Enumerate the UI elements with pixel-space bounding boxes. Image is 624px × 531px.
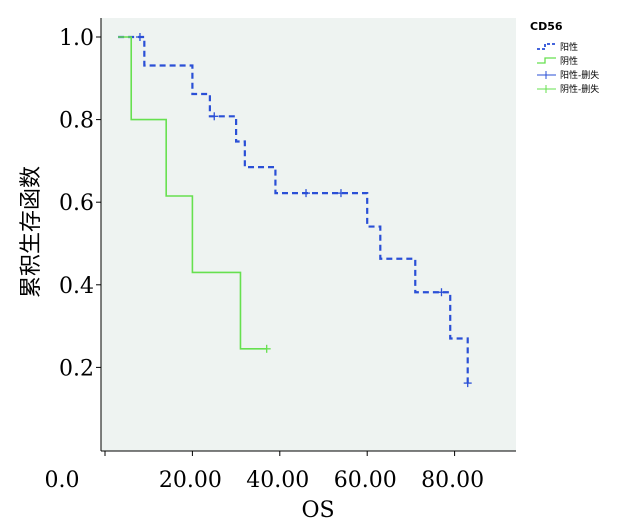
x-axis-title: OS [301,498,334,523]
censor-mark [135,33,144,41]
y-tick-label: 0.2 [59,356,94,381]
legend-entry: 阳性 [537,41,578,53]
legend-title: CD56 [530,20,563,33]
y-tick-label: 0.8 [59,109,94,134]
x-tick-label: 80.00 [421,468,484,493]
series-layer [118,33,472,388]
censor-mark [262,344,271,353]
censor-mark [437,288,446,297]
tick-layer: 0.2 0.4 0.6 0.8 1.0 0.0 20.00 40.00 60.00 80.00 [45,26,485,493]
x-tick-label: 20.00 [159,468,222,493]
legend-label: 阳性-删失 [560,69,599,81]
y-axis-title: 累积生存函数 [19,166,44,298]
y-tick-label: 0.4 [59,274,94,299]
legend-entry: 阴性 [537,55,578,67]
censor-mark [463,379,472,388]
y-tick-label: 0.6 [59,191,94,216]
legend-label: 阴性-删失 [560,83,599,95]
series-line-positive [118,35,469,384]
censor-mark [336,189,345,198]
censor-mark [302,189,311,198]
censor-mark [210,112,219,121]
plot-area [101,18,516,451]
series-line-negative [118,36,267,350]
legend-label: 阳性 [560,41,578,53]
legend-label: 阴性 [560,55,578,67]
x-tick-label: 60.00 [334,468,397,493]
legend-entry: 阴性-删失 [537,83,599,95]
legend-entry: 阳性-删失 [537,69,599,81]
y-tick-label: 1.0 [59,26,94,51]
x-tick-label: 40.00 [246,468,309,493]
x-tick-label: 0.0 [45,468,80,493]
